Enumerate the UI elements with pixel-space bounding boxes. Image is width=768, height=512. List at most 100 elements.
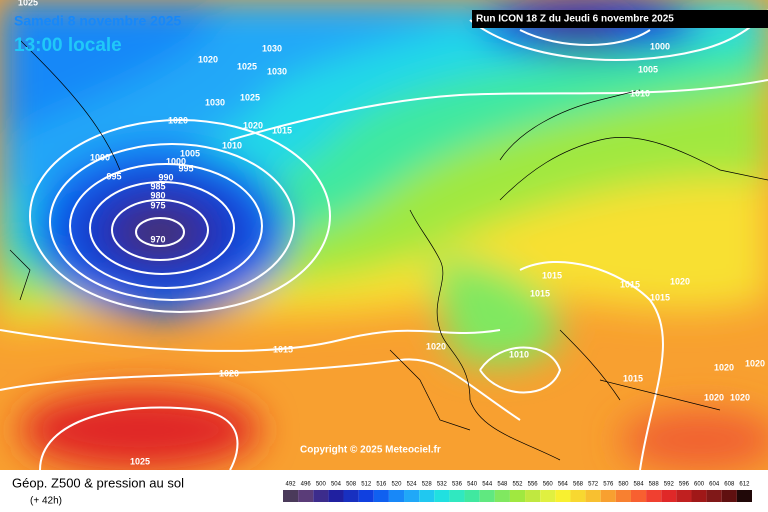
scale-cell <box>343 490 359 502</box>
isobar-label: 1010 <box>509 349 529 359</box>
scale-label: 540 <box>467 482 478 488</box>
isobar-label: 985 <box>150 181 165 191</box>
isobar-label: 1005 <box>638 64 658 74</box>
isobar-label: 1020 <box>198 54 218 64</box>
isobar-label: 1025 <box>130 456 150 466</box>
scale-label: 608 <box>724 482 735 488</box>
scale-cell <box>373 490 389 502</box>
scale-cell <box>464 490 480 502</box>
isobar-label: 1000 <box>166 156 186 166</box>
isobar-label: 1020 <box>745 358 765 368</box>
scale-label: 544 <box>482 482 493 488</box>
scale-label: 516 <box>376 482 387 488</box>
scale-label: 504 <box>331 482 342 488</box>
scale-cell <box>570 490 586 502</box>
scale-cell <box>494 490 510 502</box>
isobar-label: 1020 <box>670 276 690 286</box>
isobar-label: 995 <box>178 163 193 173</box>
isobar-label: 1025 <box>237 61 257 71</box>
isobar-label: 1020 <box>243 120 263 130</box>
scale-label: 492 <box>286 482 297 488</box>
scale-cell <box>509 490 526 502</box>
scale-cell <box>706 490 722 502</box>
scale-label: 556 <box>528 482 539 488</box>
isobar-label: 990 <box>158 172 173 182</box>
scale-cell <box>388 490 405 502</box>
scale-cell <box>630 490 647 502</box>
isobar-label: 1020 <box>168 115 188 125</box>
scale-cell <box>419 490 435 502</box>
scale-cell <box>449 490 465 502</box>
scale-label: 584 <box>634 482 645 488</box>
scale-label: 528 <box>422 482 433 488</box>
scale-cell <box>313 490 329 502</box>
isobar-label: 1015 <box>542 270 562 280</box>
color-scale: 492 496 500 504 508 512 516 520 524 528 532 536 540 5… <box>283 482 752 502</box>
scale-label: 532 <box>437 482 448 488</box>
scale-label: 604 <box>709 482 720 488</box>
isobar-label: 1030 <box>205 97 225 107</box>
isobar-label: 980 <box>150 190 165 200</box>
scale-cell <box>676 490 692 502</box>
isobar-label: 1030 <box>262 43 282 53</box>
scale-cell <box>283 490 299 502</box>
isobar-label: 1030 <box>267 66 287 76</box>
scale-label: 560 <box>543 482 554 488</box>
scale-label: 588 <box>649 482 660 488</box>
scale-cell <box>525 490 541 502</box>
isobar-label: 1005 <box>180 148 200 158</box>
scale-cell <box>298 490 314 502</box>
scale-cell <box>600 490 616 502</box>
scale-label: 496 <box>301 482 312 488</box>
scale-label: 580 <box>618 482 629 488</box>
isobar-label: 1020 <box>714 362 734 372</box>
isobar-label: 1020 <box>219 368 239 378</box>
coastlines <box>9 39 768 461</box>
isobar-label: 1015 <box>650 292 670 302</box>
scale-label: 552 <box>512 482 523 488</box>
scale-label: 508 <box>346 482 357 488</box>
scale-label: 600 <box>694 482 705 488</box>
isobar-label: 1015 <box>273 344 293 354</box>
scale-cell <box>661 490 677 502</box>
copyright: Copyright © 2025 Meteociel.fr <box>300 445 441 456</box>
isobar-label: 1000 <box>650 41 670 51</box>
scale-label: 512 <box>361 482 372 488</box>
scale-cell <box>691 490 707 502</box>
scale-label: 536 <box>452 482 463 488</box>
isobar-label: 1025 <box>18 0 38 7</box>
scale-cell <box>434 490 450 502</box>
scale-label: 572 <box>588 482 599 488</box>
isobar-label: 1010 <box>222 140 242 150</box>
scale-label: 576 <box>603 482 614 488</box>
isobar-label: 1015 <box>272 125 292 135</box>
scale-label: 592 <box>664 482 675 488</box>
scale-cell <box>358 490 374 502</box>
scale-label: 524 <box>407 482 418 488</box>
isobar-label: 1025 <box>240 92 260 102</box>
scale-cell <box>585 490 601 502</box>
scale-label: 568 <box>573 482 584 488</box>
isobar-label: 1020 <box>704 392 724 402</box>
scale-cell <box>479 490 495 502</box>
scale-label: 612 <box>739 482 750 488</box>
scale-cell <box>540 490 556 502</box>
isobars <box>0 9 768 470</box>
isobar-label: 1010 <box>630 88 650 98</box>
footer-subtitle: (+ 42h) <box>30 496 62 507</box>
run-info: Run ICON 18 Z du Jeudi 6 novembre 2025 <box>476 14 674 25</box>
isobar-label: 995 <box>106 171 121 181</box>
isobar-label: 1015 <box>530 288 550 298</box>
date: Samedi 8 novembre 2025 <box>14 13 182 29</box>
scale-label: 500 <box>316 482 327 488</box>
scale-cell <box>736 490 752 502</box>
scale-cell <box>721 490 737 502</box>
scale-label: 564 <box>558 482 569 488</box>
run-box <box>472 10 768 28</box>
scale-label: 548 <box>497 482 508 488</box>
scale-cell <box>555 490 571 502</box>
scale-label: 596 <box>679 482 690 488</box>
scale-cell <box>404 490 420 502</box>
